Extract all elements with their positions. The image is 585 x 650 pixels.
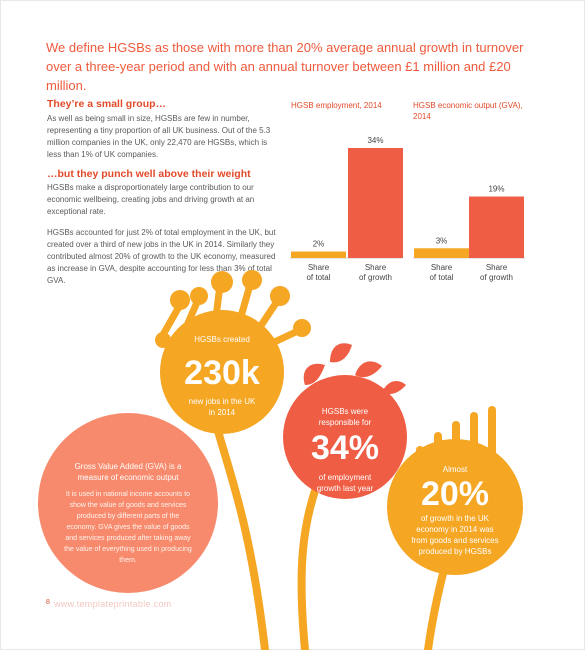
flower-heads-jobs (155, 270, 311, 348)
chart-0-bar-1 (348, 148, 403, 258)
jobs-bottom-label: new jobs in the UK in 2014 (188, 397, 256, 417)
section-heading-small-group: They’re a small group… (47, 98, 167, 110)
bubble-jobs (160, 310, 284, 434)
intro-text: We define HGSBs as those with more than … (46, 40, 524, 93)
chart-1-bar-0 (414, 248, 469, 258)
gva-definition-title: Gross Value Added (GVA) is a measure of … (74, 462, 182, 482)
gva-growth-bottom-label: of growth in the UK economy in 2014 was … (411, 514, 499, 556)
gva-growth-value: 20% (420, 475, 490, 513)
watermark-text: www.templateprintable.com (54, 599, 172, 609)
employment-top-label: HGSBs were responsible for (318, 407, 372, 427)
chart-1-value-label-1: 19% (488, 185, 504, 194)
jobs-top-label: HGSBs created (194, 335, 250, 344)
employment-bottom-label: of employment growth last year (316, 473, 374, 493)
chart-1-category-label-1-line-0: Share (486, 263, 508, 272)
gva-definition-body: It is used in national income accounts t… (64, 491, 192, 564)
chart-0-value-label-1: 34% (367, 136, 383, 145)
chart-0-value-label-0: 2% (313, 240, 325, 249)
chart-title-employment: HGSB employment, 2014 (291, 101, 382, 110)
bubble-gva-growth (387, 439, 523, 575)
jobs-value: 230k (184, 354, 260, 392)
section-body-small-group: As well as being small in size, HGSBs ar… (47, 114, 271, 159)
chart-1-category-label-1-line-1: of growth (480, 273, 513, 282)
section-heading-punch: …but they punch well above their weight (47, 168, 251, 180)
section-body-contribution: HGSBs make a disproportionately large co… (47, 183, 255, 216)
chart-0-bar-0 (291, 251, 346, 258)
employment-value: 34% (310, 429, 380, 467)
chart-1-value-label-0: 3% (436, 236, 448, 245)
chart-0-category-label-0-line-0: Share (308, 263, 330, 272)
chart-1-bar-1 (469, 196, 524, 258)
chart-0-category-label-0-line-1: of total (306, 273, 330, 282)
leaves-employment (303, 343, 406, 394)
page-number: 8 (46, 599, 50, 606)
chart-1-category-label-0-line-1: of total (429, 273, 453, 282)
chart-0-category-label-1-line-0: Share (365, 263, 387, 272)
bubble-gva-definition (38, 413, 218, 593)
chart-1-category-label-0-line-0: Share (431, 263, 453, 272)
stem-jobs (211, 416, 269, 650)
chart-0-category-label-1-line-1: of growth (359, 273, 392, 282)
bubble-employment (283, 375, 407, 499)
section-body-accounted: HGSBs accounted for just 2% of total emp… (47, 228, 276, 285)
gva-growth-top-label: Almost (442, 465, 468, 474)
chart-title-gva: HGSB economic output (GVA), 2014 (413, 101, 523, 121)
